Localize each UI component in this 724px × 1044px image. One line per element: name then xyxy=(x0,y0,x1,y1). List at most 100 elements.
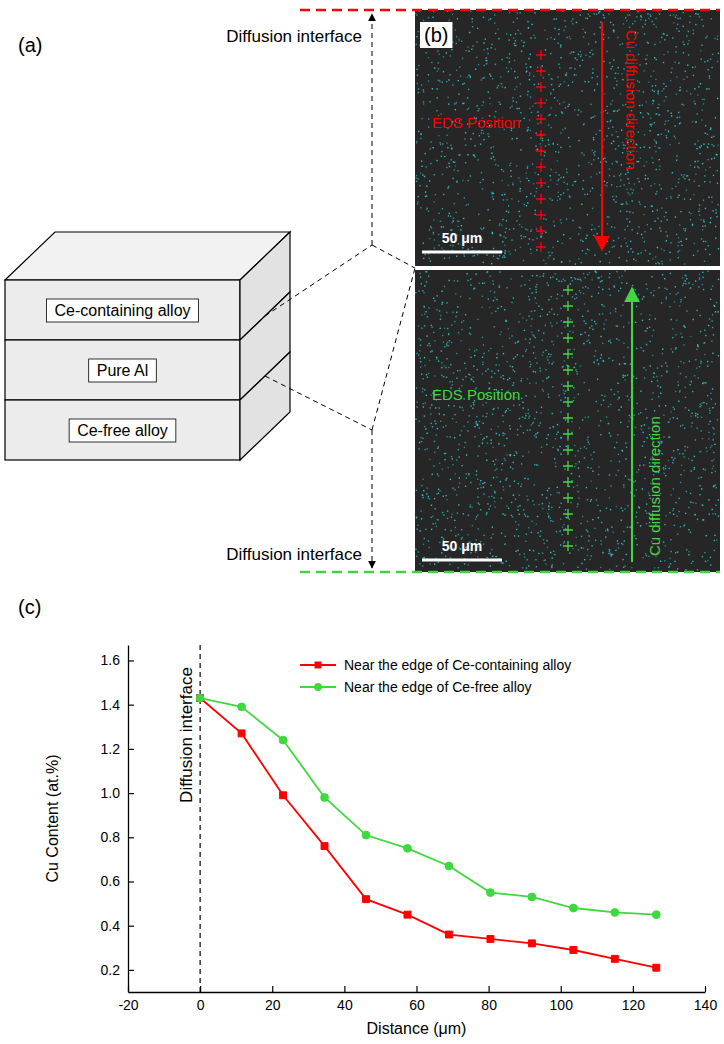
eds-dot xyxy=(632,192,633,193)
eds-dot xyxy=(604,158,605,159)
eds-dot xyxy=(560,219,561,220)
eds-dot xyxy=(566,218,567,219)
eds-dot xyxy=(510,428,511,429)
eds-dot xyxy=(545,232,546,233)
eds-dot xyxy=(421,283,422,284)
eds-dot xyxy=(495,459,496,460)
eds-dot xyxy=(615,73,616,74)
eds-dot xyxy=(675,16,676,17)
eds-dot xyxy=(520,247,521,248)
eds-dot xyxy=(693,75,694,76)
eds-dot xyxy=(593,137,594,138)
eds-dot xyxy=(587,437,588,438)
eds-dot xyxy=(613,31,614,32)
eds-dot xyxy=(513,37,514,38)
eds-dot xyxy=(686,238,687,239)
eds-dot xyxy=(536,303,537,304)
eds-dot xyxy=(565,107,566,108)
eds-dot xyxy=(618,470,619,471)
eds-dot xyxy=(565,74,566,75)
eds-dot xyxy=(628,322,629,323)
eds-dot xyxy=(688,31,689,32)
eds-dot xyxy=(639,507,640,508)
layer-label: Ce-free alloy xyxy=(77,422,168,439)
eds-dot xyxy=(598,474,599,475)
eds-dot xyxy=(655,263,656,264)
eds-dot xyxy=(697,140,698,141)
eds-dot xyxy=(627,374,628,375)
eds-dot xyxy=(478,502,479,503)
eds-dot xyxy=(661,261,662,262)
eds-dot xyxy=(425,191,426,192)
eds-dot xyxy=(529,72,530,73)
eds-dot xyxy=(523,42,524,43)
eds-dot xyxy=(530,67,531,68)
eds-dot xyxy=(527,478,528,479)
eds-dot xyxy=(568,85,569,86)
eds-dot xyxy=(671,113,672,114)
eds-dot xyxy=(655,141,656,142)
eds-dot xyxy=(518,535,519,536)
eds-dot xyxy=(502,194,503,195)
eds-dot xyxy=(582,241,583,242)
eds-dot xyxy=(653,100,654,101)
eds-dot xyxy=(713,175,714,176)
eds-dot xyxy=(554,28,555,29)
eds-dot xyxy=(705,169,706,170)
eds-dot xyxy=(454,169,455,170)
eds-dot xyxy=(622,450,623,451)
eds-dot xyxy=(717,35,718,36)
eds-dot xyxy=(431,62,432,63)
eds-dot xyxy=(713,452,714,453)
eds-dot xyxy=(709,181,710,182)
eds-dot xyxy=(677,245,678,246)
eds-dot xyxy=(424,426,425,427)
eds-dot xyxy=(651,157,652,158)
eds-dot xyxy=(436,160,437,161)
eds-dot xyxy=(590,176,591,177)
eds-dot xyxy=(575,181,576,182)
eds-dot xyxy=(500,235,501,236)
eds-dot xyxy=(560,399,561,400)
eds-dot xyxy=(463,320,464,321)
eds-dot xyxy=(717,170,718,171)
eds-dot xyxy=(632,251,633,252)
eds-dot xyxy=(555,151,556,152)
eds-dot xyxy=(696,367,697,368)
eds-dot xyxy=(587,287,588,288)
eds-dot xyxy=(587,549,588,550)
eds-dot xyxy=(676,76,677,77)
eds-dot xyxy=(554,97,555,98)
eds-dot xyxy=(643,91,644,92)
eds-dot xyxy=(460,340,461,341)
eds-dot xyxy=(513,358,514,359)
eds-dot xyxy=(508,251,509,252)
eds-dot xyxy=(543,260,544,261)
eds-dot xyxy=(520,95,521,96)
eds-dot xyxy=(666,289,667,290)
eds-dot xyxy=(420,138,421,139)
eds-dot xyxy=(487,209,488,210)
eds-dot xyxy=(616,161,617,162)
eds-dot xyxy=(700,50,701,51)
eds-dot xyxy=(715,212,716,213)
eds-dot xyxy=(672,328,673,329)
eds-dot xyxy=(418,65,419,66)
eds-dot xyxy=(426,185,427,186)
eds-dot xyxy=(445,556,446,557)
eds-dot xyxy=(606,508,607,509)
eds-dot xyxy=(676,234,677,235)
eds-dot xyxy=(416,177,417,178)
eds-dot xyxy=(676,294,677,295)
eds-dot xyxy=(467,154,468,155)
eds-dot xyxy=(456,256,457,257)
eds-dot xyxy=(447,147,448,148)
eds-dot xyxy=(585,32,586,33)
eds-dot xyxy=(708,499,709,500)
eds-dot xyxy=(493,248,494,249)
eds-dot xyxy=(611,184,612,185)
eds-dot xyxy=(651,124,652,125)
eds-dot xyxy=(578,450,579,451)
eds-dot xyxy=(657,380,658,381)
eds-dot xyxy=(454,321,455,322)
